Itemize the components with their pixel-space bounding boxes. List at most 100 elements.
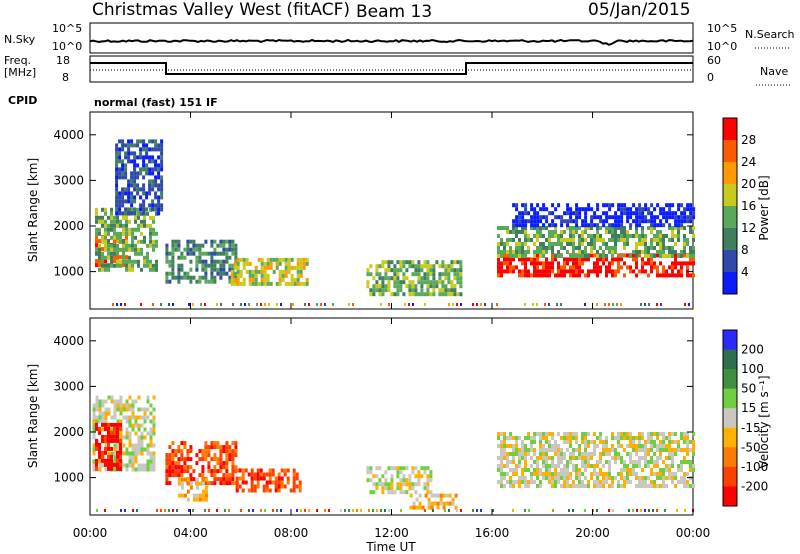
heatmap-cell xyxy=(548,242,551,246)
heatmap-cell xyxy=(424,493,428,498)
heatmap-cell xyxy=(101,411,105,416)
heatmap-cell xyxy=(438,272,442,277)
heatmap-cell xyxy=(101,463,105,468)
heatmap-cell xyxy=(378,482,382,487)
heatmap-cell xyxy=(650,254,653,258)
heatmap-cell xyxy=(225,251,229,256)
heatmap-cell xyxy=(143,467,147,472)
heatmap-cell xyxy=(575,468,578,472)
heatmap-cell xyxy=(545,452,548,456)
heatmap-cell xyxy=(168,457,172,462)
heatmap-cell xyxy=(668,207,672,212)
heatmap-cell xyxy=(659,254,662,258)
heatmap-cell xyxy=(596,257,599,262)
heatmap-cell xyxy=(177,279,181,284)
noise-cell xyxy=(476,509,478,512)
heatmap-cell xyxy=(650,448,653,452)
heatmap-cell xyxy=(405,490,409,495)
heatmap-cell xyxy=(572,250,575,254)
noise-cell xyxy=(208,509,210,512)
heatmap-cell xyxy=(204,259,208,264)
heatmap-cell xyxy=(545,273,548,278)
heatmap-cell xyxy=(210,255,214,260)
heatmap-cell xyxy=(650,460,653,464)
heatmap-cell xyxy=(581,219,585,224)
heatmap-cell xyxy=(677,207,681,212)
heatmap-cell xyxy=(497,257,500,262)
heatmap-cell xyxy=(587,257,590,262)
nave-tick-top: 60 xyxy=(707,54,721,67)
heatmap-cell xyxy=(584,215,588,220)
heatmap-cell xyxy=(210,267,214,272)
heatmap-cell xyxy=(104,243,107,248)
heatmap-cell xyxy=(296,261,300,266)
heatmap-cell xyxy=(668,468,671,472)
heatmap-cell xyxy=(536,476,539,480)
heatmap-cell xyxy=(128,407,132,412)
heatmap-cell xyxy=(509,436,512,440)
heatmap-cell xyxy=(233,281,237,286)
heatmap-cell xyxy=(231,441,235,446)
heatmap-cell xyxy=(177,263,181,268)
heatmap-cell xyxy=(219,275,223,280)
heatmap-cell xyxy=(393,264,397,269)
heatmap-cell xyxy=(198,473,202,478)
heatmap-cell xyxy=(92,431,96,436)
heatmap-cell xyxy=(459,276,463,281)
heatmap-cell xyxy=(665,476,668,480)
heatmap-cell xyxy=(137,443,141,448)
heatmap-cell xyxy=(533,452,536,456)
heatmap-cell xyxy=(375,272,379,277)
heatmap-cell xyxy=(653,226,656,230)
heatmap-cell xyxy=(451,501,455,506)
heatmap-cell xyxy=(122,443,126,448)
noise-cell xyxy=(612,509,614,512)
heatmap-cell xyxy=(234,243,238,248)
heatmap-cell xyxy=(662,223,666,228)
heatmap-cell xyxy=(133,195,137,200)
heatmap-cell xyxy=(98,411,102,416)
heatmap-cell xyxy=(497,246,500,250)
heatmap-cell xyxy=(441,272,445,277)
heatmap-cell xyxy=(569,207,573,212)
heatmap-cell xyxy=(650,480,653,484)
heatmap-cell xyxy=(524,444,527,448)
noise-cell xyxy=(460,509,462,512)
heatmap-cell xyxy=(692,464,695,468)
heatmap-cell xyxy=(292,468,296,473)
noise-cell xyxy=(656,303,658,306)
heatmap-cell xyxy=(542,444,545,448)
heatmap-cell xyxy=(165,275,169,280)
heatmap-cell xyxy=(195,279,199,284)
heatmap-cell xyxy=(405,466,409,471)
heatmap-cell xyxy=(644,269,647,274)
heatmap-cell xyxy=(151,199,155,204)
heatmap-cell xyxy=(563,484,566,488)
heatmap-cell xyxy=(656,444,659,448)
heatmap-cell xyxy=(137,427,141,432)
heatmap-cell xyxy=(115,175,119,180)
heatmap-cell xyxy=(116,447,120,452)
heatmap-cell xyxy=(115,155,119,160)
heatmap-cell xyxy=(536,468,539,472)
heatmap-cell xyxy=(137,239,140,244)
heatmap-cell xyxy=(238,468,242,473)
heatmap-cell xyxy=(154,175,158,180)
heatmap-cell xyxy=(590,246,593,250)
heatmap-cell xyxy=(253,472,257,477)
heatmap-cell xyxy=(104,462,107,467)
heatmap-cell xyxy=(131,243,134,248)
heatmap-cell xyxy=(145,207,149,212)
heatmap-cell xyxy=(222,477,226,482)
heatmap-cell xyxy=(195,453,199,458)
heatmap-cell xyxy=(617,226,620,230)
heatmap-cell xyxy=(524,230,527,234)
noise-cell xyxy=(644,509,646,512)
heatmap-cell xyxy=(680,223,684,228)
heatmap-cell xyxy=(596,444,599,448)
heatmap-cell xyxy=(692,246,695,250)
heatmap-cell xyxy=(539,452,542,456)
heatmap-cell xyxy=(142,143,146,148)
heatmap-cell xyxy=(372,490,376,495)
heatmap-cell xyxy=(647,226,650,230)
